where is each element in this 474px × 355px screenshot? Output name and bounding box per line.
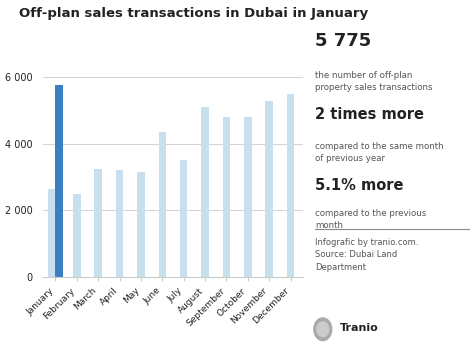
Bar: [94, 169, 102, 277]
Bar: [48, 189, 55, 277]
Bar: [137, 172, 145, 277]
Text: 2 times more: 2 times more: [315, 106, 424, 121]
Text: 5 775: 5 775: [315, 32, 372, 50]
Bar: [223, 117, 230, 277]
Bar: [265, 100, 273, 277]
Bar: [287, 94, 294, 277]
Text: Off-plan sales transactions in Dubai in January: Off-plan sales transactions in Dubai in …: [19, 7, 368, 20]
Bar: [116, 170, 123, 277]
Bar: [55, 85, 63, 277]
Bar: [201, 107, 209, 277]
Text: Tranio: Tranio: [340, 323, 379, 333]
Bar: [244, 117, 252, 277]
Bar: [180, 160, 187, 277]
Text: Infografic by tranio.com.
Source: Dubai Land
Department: Infografic by tranio.com. Source: Dubai …: [315, 238, 419, 272]
Text: 5.1% more: 5.1% more: [315, 178, 404, 192]
Text: compared to the same month
of previous year: compared to the same month of previous y…: [315, 142, 444, 163]
Bar: [73, 194, 81, 277]
Bar: [159, 132, 166, 277]
Text: compared to the previous
month: compared to the previous month: [315, 209, 427, 230]
Ellipse shape: [317, 322, 329, 337]
Text: the number of off-plan
property sales transactions: the number of off-plan property sales tr…: [315, 71, 433, 92]
Ellipse shape: [314, 318, 332, 340]
